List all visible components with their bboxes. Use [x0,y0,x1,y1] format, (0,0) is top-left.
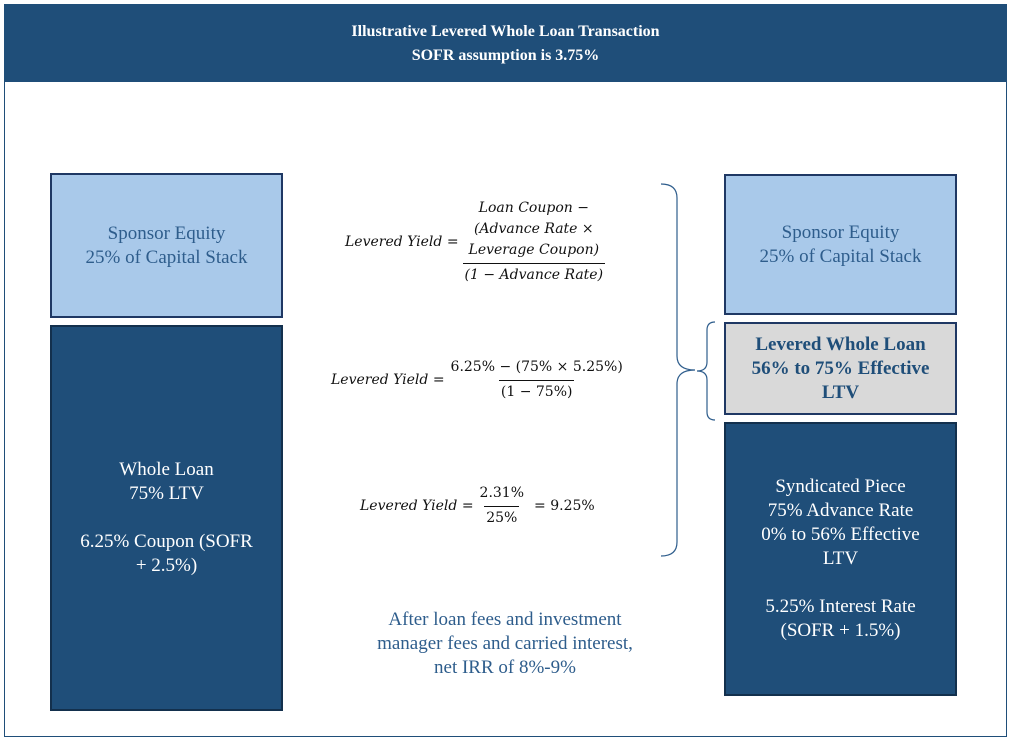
levered-loan-ltv-unit: LTV [821,381,860,403]
formula-result-value: = 9.25% [534,497,595,514]
formula-substituted-numerator: 6.25% − (75% × 5.25%) [450,359,623,375]
formula-general-label: Levered Yield = [345,233,459,250]
header-subtitle: SOFR assumption is 3.75% [411,47,600,64]
whole-loan-coupon: 6.25% Coupon (SOFR [80,531,253,552]
header-title: Illustrative Levered Whole Loan Transact… [351,23,660,40]
syndicated-title: Syndicated Piece [775,476,906,497]
irr-note: After loan fees and investment manager f… [330,608,680,680]
irr-note-line-1: After loan fees and investment [388,609,622,630]
irr-note-line-3: net IRR of 8%-9% [434,657,576,678]
right-equity-title: Sponsor Equity [781,221,900,243]
levered-whole-loan-box: Levered Whole Loan 56% to 75% Effective … [724,322,957,415]
right-sponsor-equity-box: Sponsor Equity 25% of Capital Stack [724,174,957,315]
formula-result-denominator: 25% [484,506,520,528]
formula-result-numerator: 2.31% [479,485,525,501]
whole-loan-coupon-spread: + 2.5%) [135,555,198,576]
irr-note-line-2: manager fees and carried interest, [377,633,633,654]
formula-general: Levered Yield = Loan Coupon − (Advance R… [345,198,609,285]
formula-general-num-3: Leverage Coupon) [468,242,600,258]
levered-loan-title: Levered Whole Loan [755,333,926,355]
whole-loan-ltv: 75% LTV [129,483,204,504]
syndicated-ltv-unit: LTV [822,548,859,569]
formula-result-label: Levered Yield = [360,497,474,514]
syndicated-ltv: 0% to 56% Effective [761,524,920,545]
formula-substituted-denominator: (1 − 75%) [498,380,575,402]
right-small-brace [696,321,716,421]
formula-substituted-label: Levered Yield = [331,371,445,388]
syndicated-advance-rate: 75% Advance Rate [767,500,914,521]
right-equity-share: 25% of Capital Stack [759,245,922,267]
levered-loan-ltv: 56% to 75% Effective [751,357,930,379]
formula-general-denominator: (1 − Advance Rate) [462,263,606,285]
left-equity-share: 25% of Capital Stack [85,246,248,268]
formula-general-num-1: Loan Coupon − [478,200,589,216]
left-equity-title: Sponsor Equity [107,222,226,244]
right-brace [660,183,696,557]
header-banner: Illustrative Levered Whole Loan Transact… [4,4,1007,82]
left-sponsor-equity-box: Sponsor Equity 25% of Capital Stack [50,173,283,318]
whole-loan-title: Whole Loan [119,459,214,480]
formula-result: Levered Yield = 2.31% 25% = 9.25% [360,483,595,528]
syndicated-piece-box: Syndicated Piece 75% Advance Rate 0% to … [724,422,957,696]
syndicated-interest-spread: (SOFR + 1.5%) [780,620,901,641]
syndicated-interest-rate: 5.25% Interest Rate [765,596,916,617]
whole-loan-box: Whole Loan 75% LTV 6.25% Coupon (SOFR + … [50,325,283,711]
formula-general-num-2: (Advance Rate × [473,221,594,237]
formula-substituted: Levered Yield = 6.25% − (75% × 5.25%) (1… [331,357,629,402]
